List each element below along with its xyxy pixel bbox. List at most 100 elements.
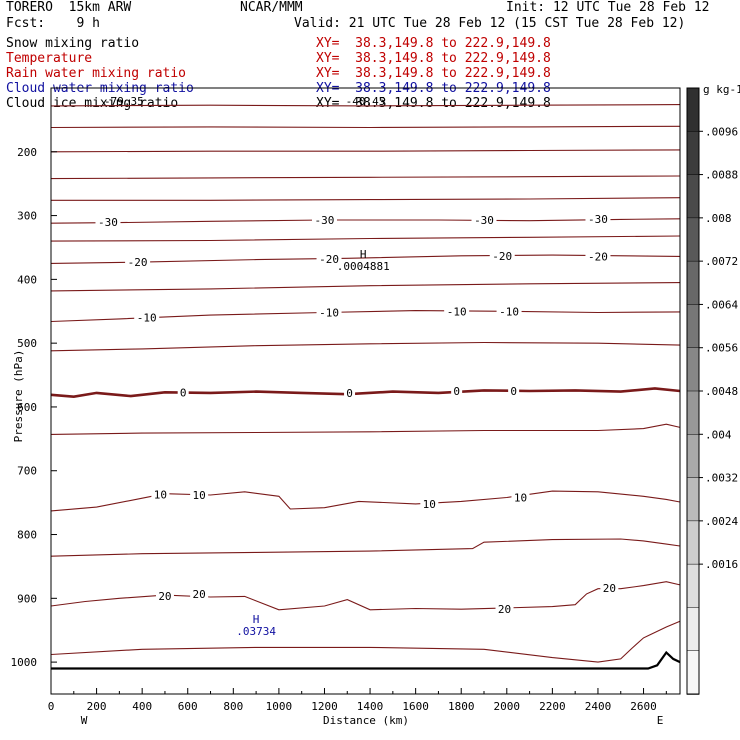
isotherm-label-bg [451,384,463,397]
isotherm-label: -79.35 [104,95,144,108]
isotherm-label-bg [585,211,611,225]
isotherm-line [50,341,681,352]
isotherm-label: 0 [453,385,460,398]
isotherm-line [50,235,681,242]
isotherm-label-bg [155,588,174,602]
colorbar-unit: g kg-1 [703,83,740,96]
colorbar-segment [686,477,700,522]
legend-name-temperature: Temperature [6,51,93,66]
colorbar-segment [686,390,700,436]
isotherm-label-bg [190,487,209,501]
maximum-value: .0004881 [337,260,390,273]
colorbar-label: .0072 [705,255,738,268]
maximum-symbol: H [360,248,367,261]
colorbar-label: .0056 [705,342,738,355]
colorbar-label: .0024 [705,515,738,528]
isotherm-line [51,197,681,201]
isotherm-label: -20 [492,250,512,263]
x-tick-label: 1600 [402,700,429,713]
isotherm-label: -10 [447,305,467,318]
x-tick-label: 1400 [357,700,384,713]
colorbar-label: .0096 [705,125,738,138]
y-tick-label: 600 [17,401,37,414]
colorbar-segment [686,87,700,133]
x-tick-label: 2200 [539,700,566,713]
x-tick-label: 400 [132,700,152,713]
colorbar-segment [686,563,700,609]
colorbar-segment [686,131,700,176]
west-label: W [81,714,88,727]
isotherm-label-bg [511,490,530,504]
isotherm-label: -30 [588,213,608,226]
isotherm-label: 20 [193,588,206,601]
valid-time: Valid: 21 UTC Tue 28 Feb 12 (15 CST Tue … [294,16,686,31]
isotherm-label-bg [585,249,611,263]
colorbar-label: .004 [705,428,732,441]
isotherm-line [50,538,681,557]
isotherm-line [50,125,681,129]
east-label: E [657,714,664,727]
y-tick-label: 200 [17,146,37,159]
isotherm-line [50,387,681,399]
colorbar-segment [686,520,700,565]
y-tick-label: 1000 [11,656,38,669]
isotherm-label: -20 [319,253,339,266]
isotherm-label: 20 [603,582,616,595]
axes-layer: 0 200 400 600 800 1000 1200 1400 1600 1800 2000 220… [11,146,667,713]
y-axis-label: Pressure (hPa) [12,350,25,443]
isotherm-label: -10 [137,312,157,325]
isotherm-label-bg [471,213,497,227]
legend-xy-temperature: XY= 38.3,149.8 to 222.9,149.8 [316,51,551,66]
x-tick-label: 200 [87,700,107,713]
y-tick-label: 300 [17,210,37,223]
legend-name-snow: Snow mixing ratio [6,36,140,51]
x-tick-label: 2400 [585,700,612,713]
isotherm-label-bg [151,487,170,501]
x-tick-label: 600 [178,700,198,713]
colorbar-segment [686,607,700,652]
isotherm-label-bg [311,213,337,227]
colorbar-label: .0064 [705,298,738,311]
y-tick-label: 700 [17,465,37,478]
model-title: TORERO 15km ARW [6,0,132,15]
isotherm-label-bg [508,384,520,397]
x-axis-label: Distance (km) [323,714,409,727]
isotherm-label: 10 [154,488,167,501]
legend-name-cloud-ice: Cloud ice mixing ratio [6,96,179,111]
isotherm-label: -30 [98,216,118,229]
isotherm-label: -20 [588,250,608,263]
colorbar-label: .0048 [705,385,738,398]
isotherm-label-bg [344,385,356,399]
colorbar-segment [686,217,700,262]
isotherm-line [50,620,681,663]
terrain-line [51,650,681,670]
isotherm-line [50,490,681,512]
isotherm-line [50,104,681,107]
colorbar-segment [686,650,700,695]
isotherm-line [50,175,681,180]
y-tick-label: 400 [17,273,37,286]
legend-xy-cloud-ice: XY= 38.3,149.8 to 222.9,149.8 [316,96,551,111]
isotherm-label-bg [495,602,514,616]
colorbar-label: .0088 [705,169,738,182]
legend-xy-snow: XY= 38.3,149.8 to 222.9,149.8 [316,36,551,51]
isotherm-label-bg [125,255,151,269]
init-time: Init: 12 UTC Tue 28 Feb 12 [506,0,710,15]
isotherm-label: -30 [474,214,494,227]
colorbar-label: .0032 [705,472,738,485]
maximum-value: .03734 [236,625,276,638]
isotherm-label-bg [95,214,121,228]
isotherm-label: 0 [346,387,353,400]
forecast-hour: Fcst: 9 h [6,16,100,31]
isotherm-label-bg [444,304,470,318]
colorbar: .0096 .0088 .008 .0072 .0064 .0056 .0048 .004 .0… [686,83,740,695]
x-tick-label: 1200 [311,700,338,713]
isotherm-label: 10 [514,492,527,505]
isotherm-label-bg [177,385,189,399]
isotherm-label: -20 [128,256,148,269]
isotherm-label-bg [489,248,515,262]
x-tick-label: 2600 [630,700,657,713]
isotherm-label-bg [420,496,439,510]
isotherm-line [50,581,681,611]
